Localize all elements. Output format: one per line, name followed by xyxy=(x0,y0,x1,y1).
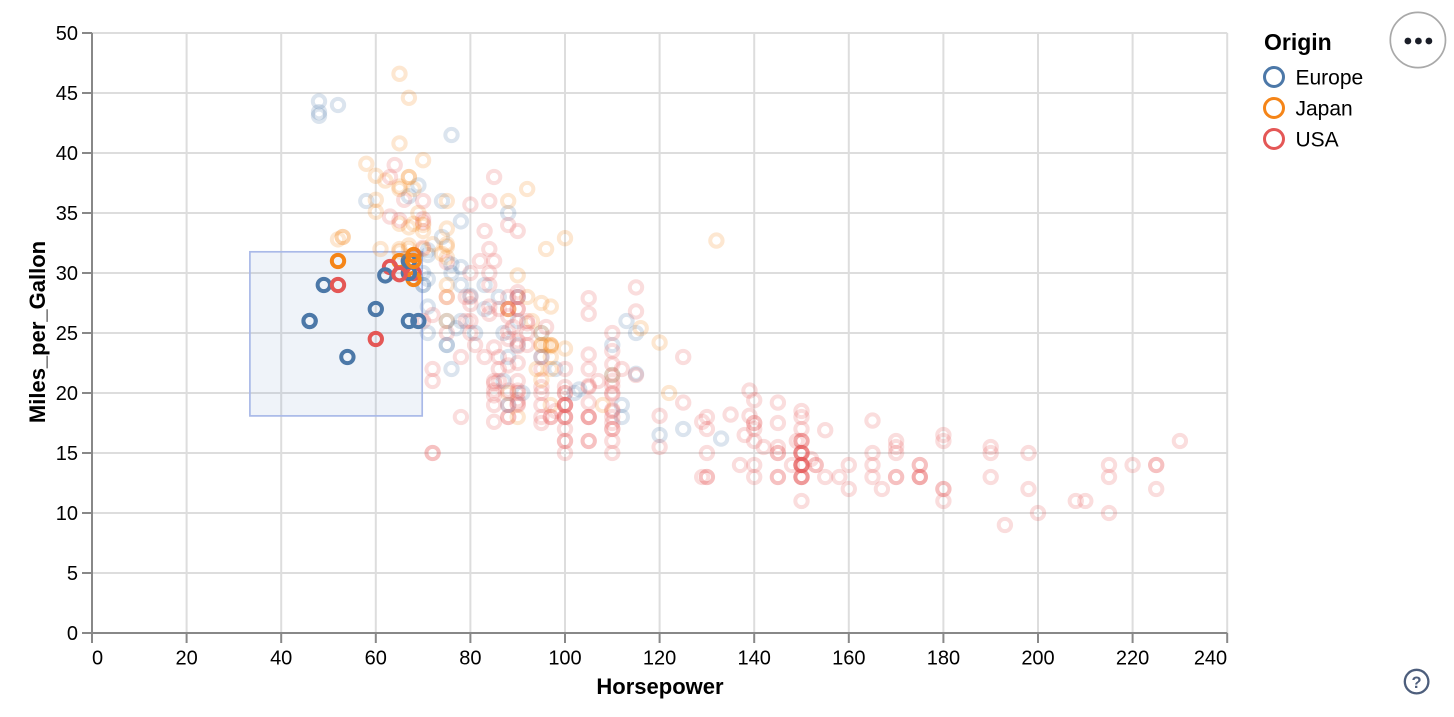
svg-text:160: 160 xyxy=(832,648,865,670)
svg-text:140: 140 xyxy=(738,648,771,670)
svg-text:180: 180 xyxy=(927,648,960,670)
svg-text:40: 40 xyxy=(56,143,78,165)
svg-text:Europe: Europe xyxy=(1296,67,1364,90)
svg-text:40: 40 xyxy=(270,648,292,670)
svg-text:100: 100 xyxy=(548,648,581,670)
svg-text:30: 30 xyxy=(56,263,78,285)
svg-text:220: 220 xyxy=(1116,648,1149,670)
svg-text:50: 50 xyxy=(56,23,78,45)
svg-text:20: 20 xyxy=(56,383,78,405)
svg-text:10: 10 xyxy=(56,503,78,525)
svg-text:15: 15 xyxy=(56,443,78,465)
svg-text:60: 60 xyxy=(365,648,387,670)
svg-text:200: 200 xyxy=(1021,648,1054,670)
svg-text:Horsepower: Horsepower xyxy=(596,674,724,699)
svg-text:80: 80 xyxy=(459,648,481,670)
svg-text:25: 25 xyxy=(56,323,78,345)
svg-text:35: 35 xyxy=(56,203,78,225)
svg-text:20: 20 xyxy=(175,648,197,670)
svg-text:Japan: Japan xyxy=(1296,98,1353,121)
svg-text:0: 0 xyxy=(92,648,103,670)
svg-text:Miles_per_Gallon: Miles_per_Gallon xyxy=(25,241,50,423)
svg-text:45: 45 xyxy=(56,83,78,105)
svg-text:240: 240 xyxy=(1194,648,1227,670)
svg-text:?: ? xyxy=(1412,674,1422,692)
svg-text:Origin: Origin xyxy=(1264,29,1332,55)
svg-text:5: 5 xyxy=(67,563,78,585)
svg-text:0: 0 xyxy=(67,623,78,645)
svg-text:USA: USA xyxy=(1296,129,1339,152)
svg-text:120: 120 xyxy=(643,648,676,670)
